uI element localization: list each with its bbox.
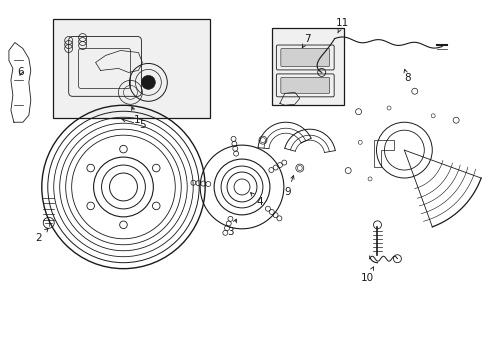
Text: 6: 6	[18, 67, 24, 77]
Text: 10: 10	[360, 267, 373, 283]
FancyBboxPatch shape	[280, 77, 329, 93]
FancyBboxPatch shape	[280, 49, 329, 67]
Text: 9: 9	[284, 176, 293, 197]
Circle shape	[141, 75, 155, 89]
Text: 5: 5	[122, 118, 145, 130]
Text: 2: 2	[36, 229, 48, 243]
Text: 4: 4	[250, 193, 263, 207]
Text: 11: 11	[335, 18, 348, 33]
Text: 8: 8	[403, 69, 410, 84]
Bar	[53, 19, 210, 118]
Text: 7: 7	[302, 33, 310, 48]
Text: 1: 1	[131, 107, 141, 125]
Bar	[271, 28, 343, 105]
Text: 3: 3	[226, 219, 236, 237]
